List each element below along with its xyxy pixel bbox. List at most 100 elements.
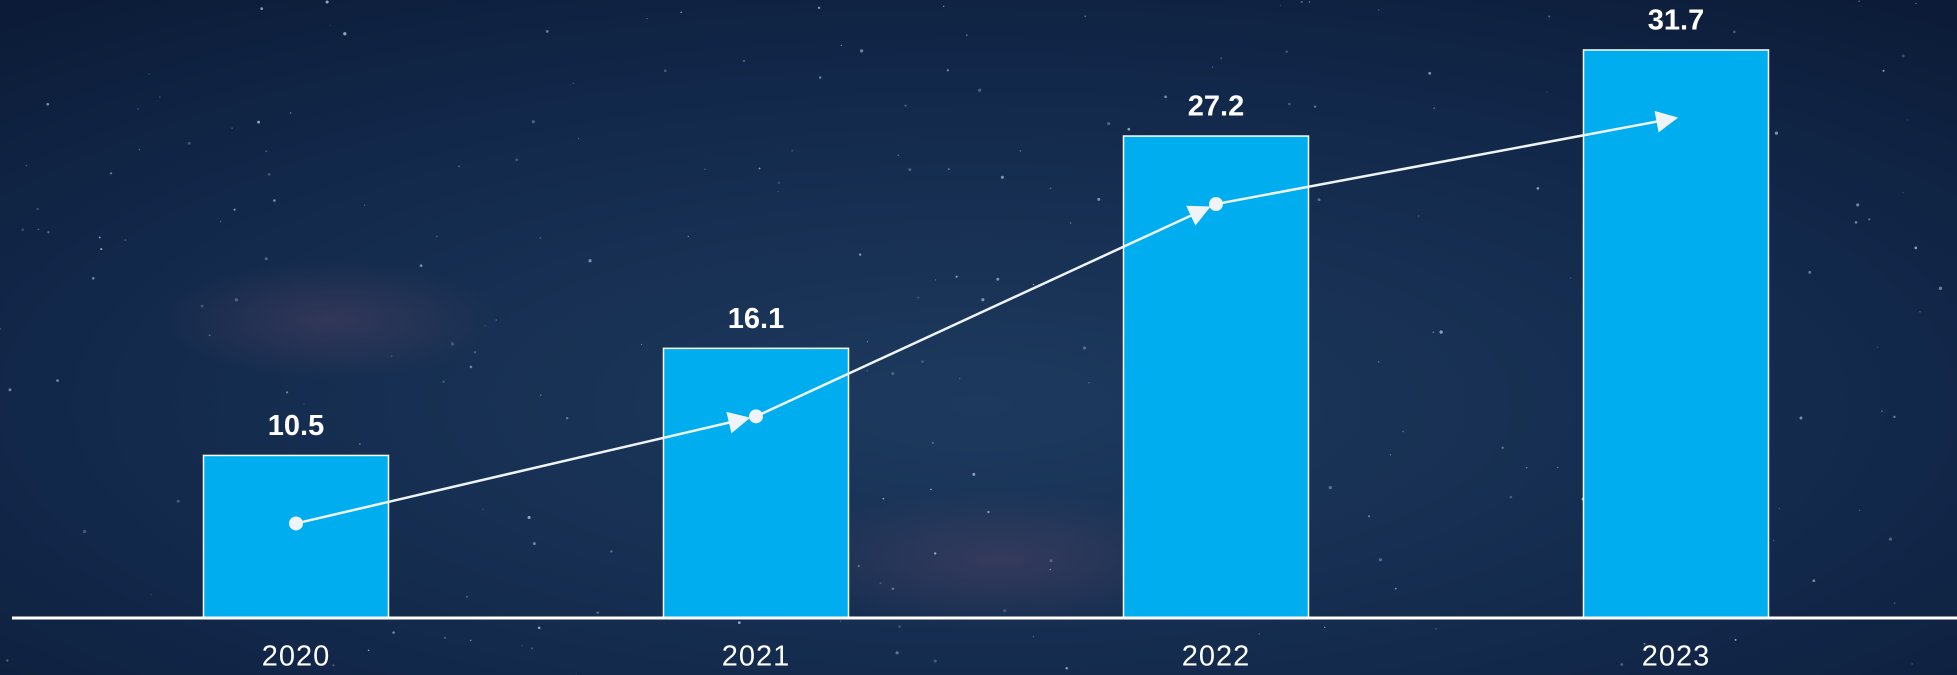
star bbox=[257, 121, 260, 124]
star bbox=[1070, 222, 1071, 223]
star bbox=[1378, 361, 1379, 362]
star bbox=[1907, 119, 1908, 120]
star bbox=[286, 391, 288, 393]
star bbox=[139, 149, 140, 150]
star bbox=[867, 370, 868, 371]
star bbox=[1435, 628, 1436, 629]
star bbox=[1808, 271, 1811, 274]
star bbox=[220, 221, 221, 222]
star bbox=[1428, 72, 1431, 75]
star bbox=[92, 277, 95, 280]
star bbox=[704, 168, 706, 170]
star bbox=[1083, 347, 1086, 350]
trend-point bbox=[749, 409, 763, 423]
star bbox=[819, 76, 821, 78]
chart: 10.5202016.1202127.2202231.72023 bbox=[0, 0, 1957, 675]
star bbox=[1314, 105, 1316, 107]
star bbox=[9, 388, 12, 391]
star bbox=[444, 637, 446, 639]
star bbox=[955, 276, 957, 278]
star bbox=[759, 168, 761, 170]
star bbox=[1049, 569, 1051, 571]
star bbox=[934, 659, 937, 662]
star bbox=[867, 341, 868, 342]
star bbox=[818, 7, 820, 9]
star bbox=[290, 112, 292, 114]
star bbox=[588, 259, 591, 262]
star bbox=[1378, 9, 1379, 10]
x-tick-label: 2020 bbox=[262, 641, 331, 673]
x-tick-label: 2023 bbox=[1642, 641, 1711, 673]
star bbox=[1390, 454, 1391, 455]
star bbox=[1526, 467, 1527, 468]
star bbox=[1324, 627, 1325, 628]
star bbox=[743, 60, 745, 62]
star bbox=[934, 552, 936, 554]
star bbox=[368, 650, 370, 652]
star bbox=[485, 325, 486, 326]
star bbox=[265, 150, 267, 152]
star bbox=[917, 297, 919, 299]
star bbox=[576, 674, 577, 675]
star bbox=[47, 231, 49, 233]
star bbox=[908, 168, 911, 171]
star bbox=[1800, 417, 1803, 420]
star bbox=[1620, 663, 1623, 666]
star bbox=[159, 96, 160, 97]
star bbox=[1894, 602, 1896, 604]
star bbox=[1773, 540, 1774, 541]
star bbox=[531, 647, 533, 649]
star bbox=[532, 120, 535, 123]
star bbox=[1914, 247, 1917, 250]
star bbox=[610, 550, 612, 552]
star bbox=[1893, 416, 1895, 418]
star bbox=[1868, 218, 1870, 220]
bar bbox=[664, 348, 849, 618]
star bbox=[273, 199, 276, 202]
star bbox=[1902, 55, 1905, 58]
star bbox=[1301, 1, 1303, 3]
star bbox=[1050, 559, 1053, 562]
star bbox=[515, 158, 518, 161]
star bbox=[1735, 639, 1737, 641]
star bbox=[470, 640, 472, 642]
star bbox=[1812, 579, 1815, 582]
star bbox=[981, 298, 984, 301]
star bbox=[978, 89, 981, 92]
star bbox=[1280, 5, 1281, 6]
star bbox=[36, 208, 38, 210]
star bbox=[738, 621, 741, 624]
star bbox=[841, 45, 842, 46]
star bbox=[38, 229, 39, 230]
star bbox=[56, 379, 59, 382]
star bbox=[879, 582, 881, 584]
star bbox=[1858, 0, 1860, 2]
star bbox=[996, 278, 999, 281]
star bbox=[840, 621, 841, 622]
star bbox=[1402, 431, 1404, 433]
star bbox=[1877, 347, 1878, 348]
star bbox=[1368, 515, 1370, 517]
star bbox=[1733, 31, 1736, 34]
star bbox=[859, 253, 861, 255]
star bbox=[231, 127, 233, 129]
star bbox=[959, 378, 960, 379]
star bbox=[1395, 588, 1397, 590]
star bbox=[1433, 331, 1435, 333]
star bbox=[528, 516, 531, 519]
star bbox=[100, 248, 102, 250]
star bbox=[1911, 663, 1913, 665]
star bbox=[860, 49, 863, 52]
star bbox=[987, 511, 989, 513]
star bbox=[1084, 15, 1086, 17]
star bbox=[1779, 508, 1780, 509]
star bbox=[546, 30, 549, 33]
star bbox=[26, 165, 27, 166]
star bbox=[451, 342, 454, 345]
star bbox=[420, 264, 423, 267]
star bbox=[566, 417, 568, 419]
star bbox=[921, 360, 924, 363]
star bbox=[137, 108, 138, 109]
star bbox=[1433, 107, 1434, 108]
bar bbox=[1584, 50, 1769, 618]
